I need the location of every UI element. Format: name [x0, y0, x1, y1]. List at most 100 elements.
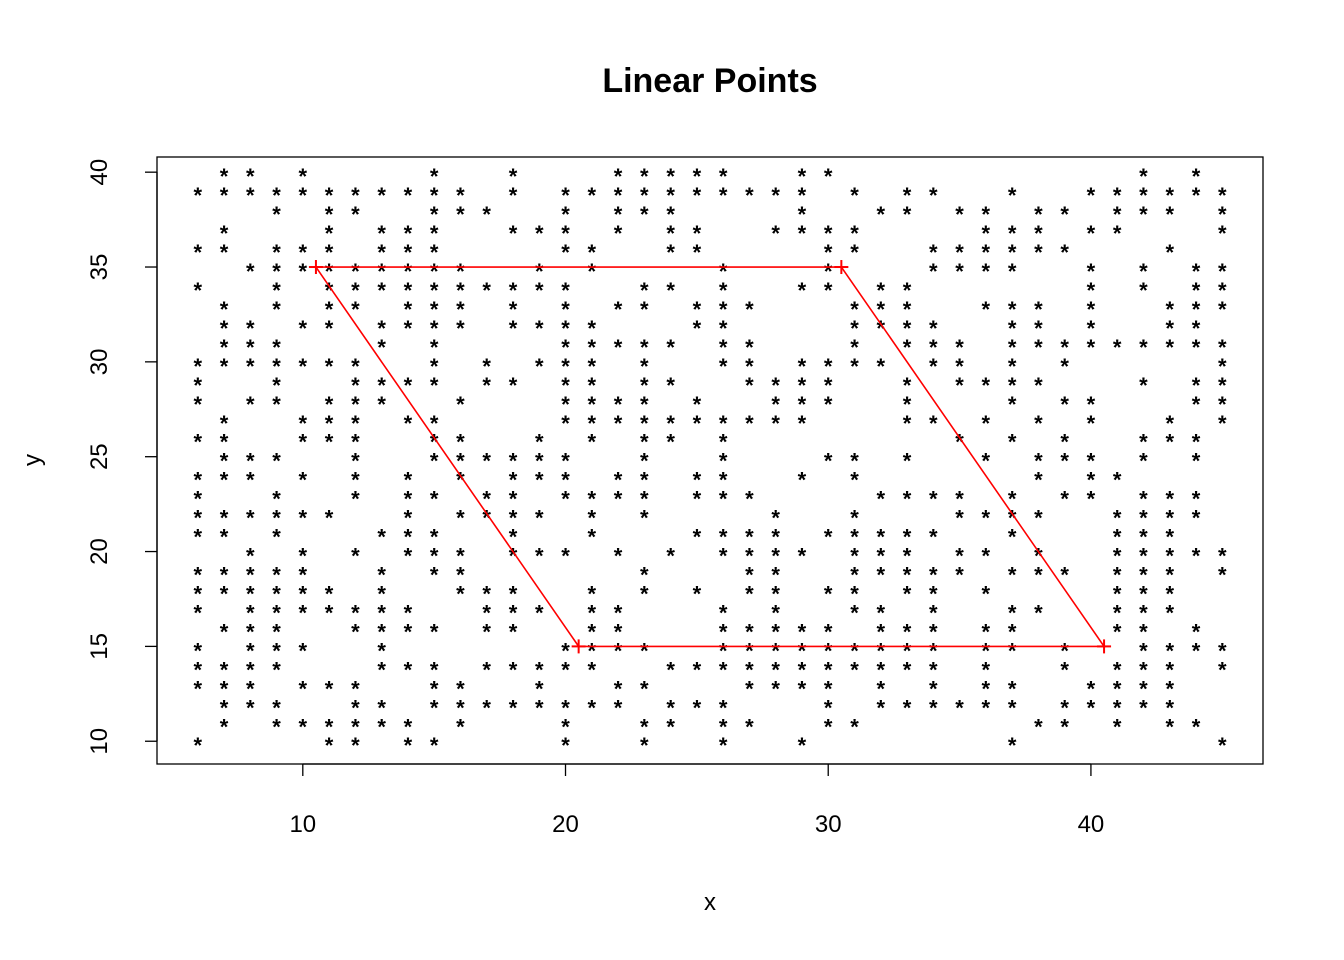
data-point: * [719, 183, 728, 208]
data-point: * [850, 240, 859, 265]
data-point: * [430, 297, 439, 322]
data-point: * [351, 392, 360, 417]
data-point: * [482, 695, 491, 720]
data-point: * [824, 354, 833, 379]
data-point: * [745, 487, 754, 512]
x-axis-label: x [704, 889, 716, 916]
data-point: * [745, 354, 754, 379]
data-point: * [561, 449, 570, 474]
data-point: * [272, 525, 281, 550]
data-point: * [719, 278, 728, 303]
data-point: * [876, 695, 885, 720]
data-point: * [640, 183, 649, 208]
data-point: * [1034, 202, 1043, 227]
data-point: * [404, 487, 413, 512]
data-point: * [1192, 430, 1201, 455]
data-point: * [1087, 183, 1096, 208]
data-point: * [272, 619, 281, 644]
data-point: * [193, 676, 202, 701]
data-point: * [535, 354, 544, 379]
data-point: * [640, 714, 649, 739]
data-point: * [456, 563, 465, 588]
data-point: * [693, 581, 702, 606]
data-point: * [824, 373, 833, 398]
data-point: * [509, 278, 518, 303]
data-point: * [299, 563, 308, 588]
data-point: * [404, 506, 413, 531]
data-point: * [1113, 714, 1122, 739]
data-point: * [1113, 581, 1122, 606]
data-point: * [430, 563, 439, 588]
data-point: * [404, 733, 413, 758]
data-point: * [1165, 676, 1174, 701]
data-point: * [876, 600, 885, 625]
data-point: * [272, 392, 281, 417]
data-point: * [1218, 278, 1227, 303]
data-point: * [220, 581, 229, 606]
data-point: * [1165, 563, 1174, 588]
data-point: * [1060, 487, 1069, 512]
data-point: * [193, 373, 202, 398]
data-point: * [351, 411, 360, 436]
data-point: * [1034, 335, 1043, 360]
data-point: * [1218, 259, 1227, 284]
data-point: * [1165, 335, 1174, 360]
data-point: * [666, 164, 675, 189]
data-point: * [1060, 714, 1069, 739]
data-point: * [351, 695, 360, 720]
data-point: * [614, 392, 623, 417]
data-point: * [325, 240, 334, 265]
data-point: * [1008, 240, 1017, 265]
data-point: * [982, 506, 991, 531]
data-point: * [1139, 335, 1148, 360]
data-point: * [1218, 392, 1227, 417]
data-point: * [824, 240, 833, 265]
data-point: * [1192, 487, 1201, 512]
data-point: * [719, 316, 728, 341]
data-point: * [719, 657, 728, 682]
data-point: * [430, 183, 439, 208]
data-point: * [1113, 676, 1122, 701]
data-point: * [430, 676, 439, 701]
data-point: * [719, 468, 728, 493]
data-point: * [1087, 297, 1096, 322]
data-point: * [824, 676, 833, 701]
data-point: * [640, 392, 649, 417]
data-point: * [876, 544, 885, 569]
data-point: * [1060, 392, 1069, 417]
data-point: * [430, 619, 439, 644]
data-point: * [561, 411, 570, 436]
data-point: * [193, 392, 202, 417]
data-point: * [246, 164, 255, 189]
data-point: * [719, 259, 728, 284]
data-point: * [220, 714, 229, 739]
data-point: * [798, 183, 807, 208]
data-point: * [850, 563, 859, 588]
data-point: * [982, 449, 991, 474]
data-point: * [588, 695, 597, 720]
x-tick-label: 30 [815, 811, 842, 838]
data-point: * [1008, 316, 1017, 341]
data-point: * [798, 354, 807, 379]
data-point: * [982, 657, 991, 682]
data-point: * [377, 695, 386, 720]
data-point: * [929, 354, 938, 379]
data-point: * [614, 297, 623, 322]
data-point: * [929, 676, 938, 701]
data-point: * [903, 183, 912, 208]
data-point: * [955, 373, 964, 398]
data-point: * [325, 297, 334, 322]
data-point: * [430, 335, 439, 360]
data-point: * [666, 335, 675, 360]
data-point: * [982, 373, 991, 398]
data-point: * [351, 619, 360, 644]
data-point: * [535, 695, 544, 720]
data-point: * [903, 411, 912, 436]
data-point: * [929, 619, 938, 644]
data-point: * [693, 411, 702, 436]
data-point: * [430, 487, 439, 512]
data-point: * [1139, 278, 1148, 303]
data-point: * [903, 297, 912, 322]
data-point: * [1139, 638, 1148, 663]
data-point: * [1034, 468, 1043, 493]
